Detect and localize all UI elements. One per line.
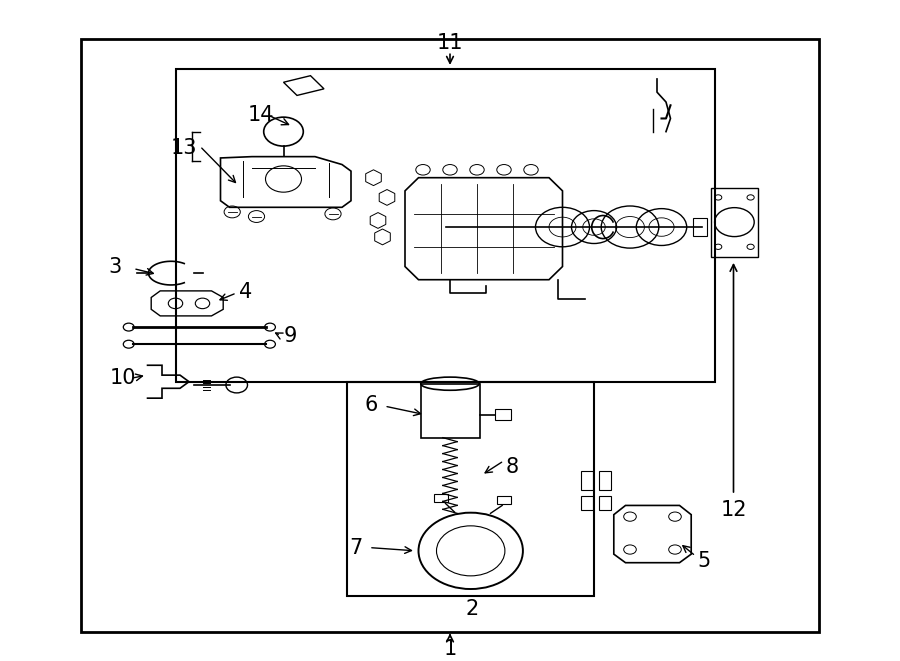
Bar (81, 40, 819, 632)
Text: 11: 11 (436, 33, 464, 53)
Text: 6: 6 (364, 395, 378, 414)
Bar (580, 471, 593, 490)
Text: 8: 8 (506, 457, 519, 477)
Text: 2: 2 (466, 600, 479, 619)
Bar (421, 383, 480, 438)
Text: 12: 12 (720, 500, 747, 520)
Bar (711, 188, 758, 256)
Bar (598, 471, 611, 490)
Bar (346, 381, 594, 596)
Text: 4: 4 (238, 282, 252, 301)
Text: 10: 10 (110, 368, 136, 389)
Bar (598, 496, 611, 510)
Bar (580, 496, 593, 510)
Text: 3: 3 (108, 256, 122, 276)
Text: 9: 9 (284, 326, 297, 346)
Bar (497, 496, 511, 504)
Text: 14: 14 (248, 105, 274, 125)
Text: 1: 1 (444, 639, 456, 659)
Bar (176, 69, 716, 381)
Text: 5: 5 (698, 551, 711, 571)
Text: 7: 7 (349, 537, 363, 558)
Bar (495, 409, 511, 420)
Text: 13: 13 (171, 138, 197, 158)
Bar (434, 494, 448, 502)
